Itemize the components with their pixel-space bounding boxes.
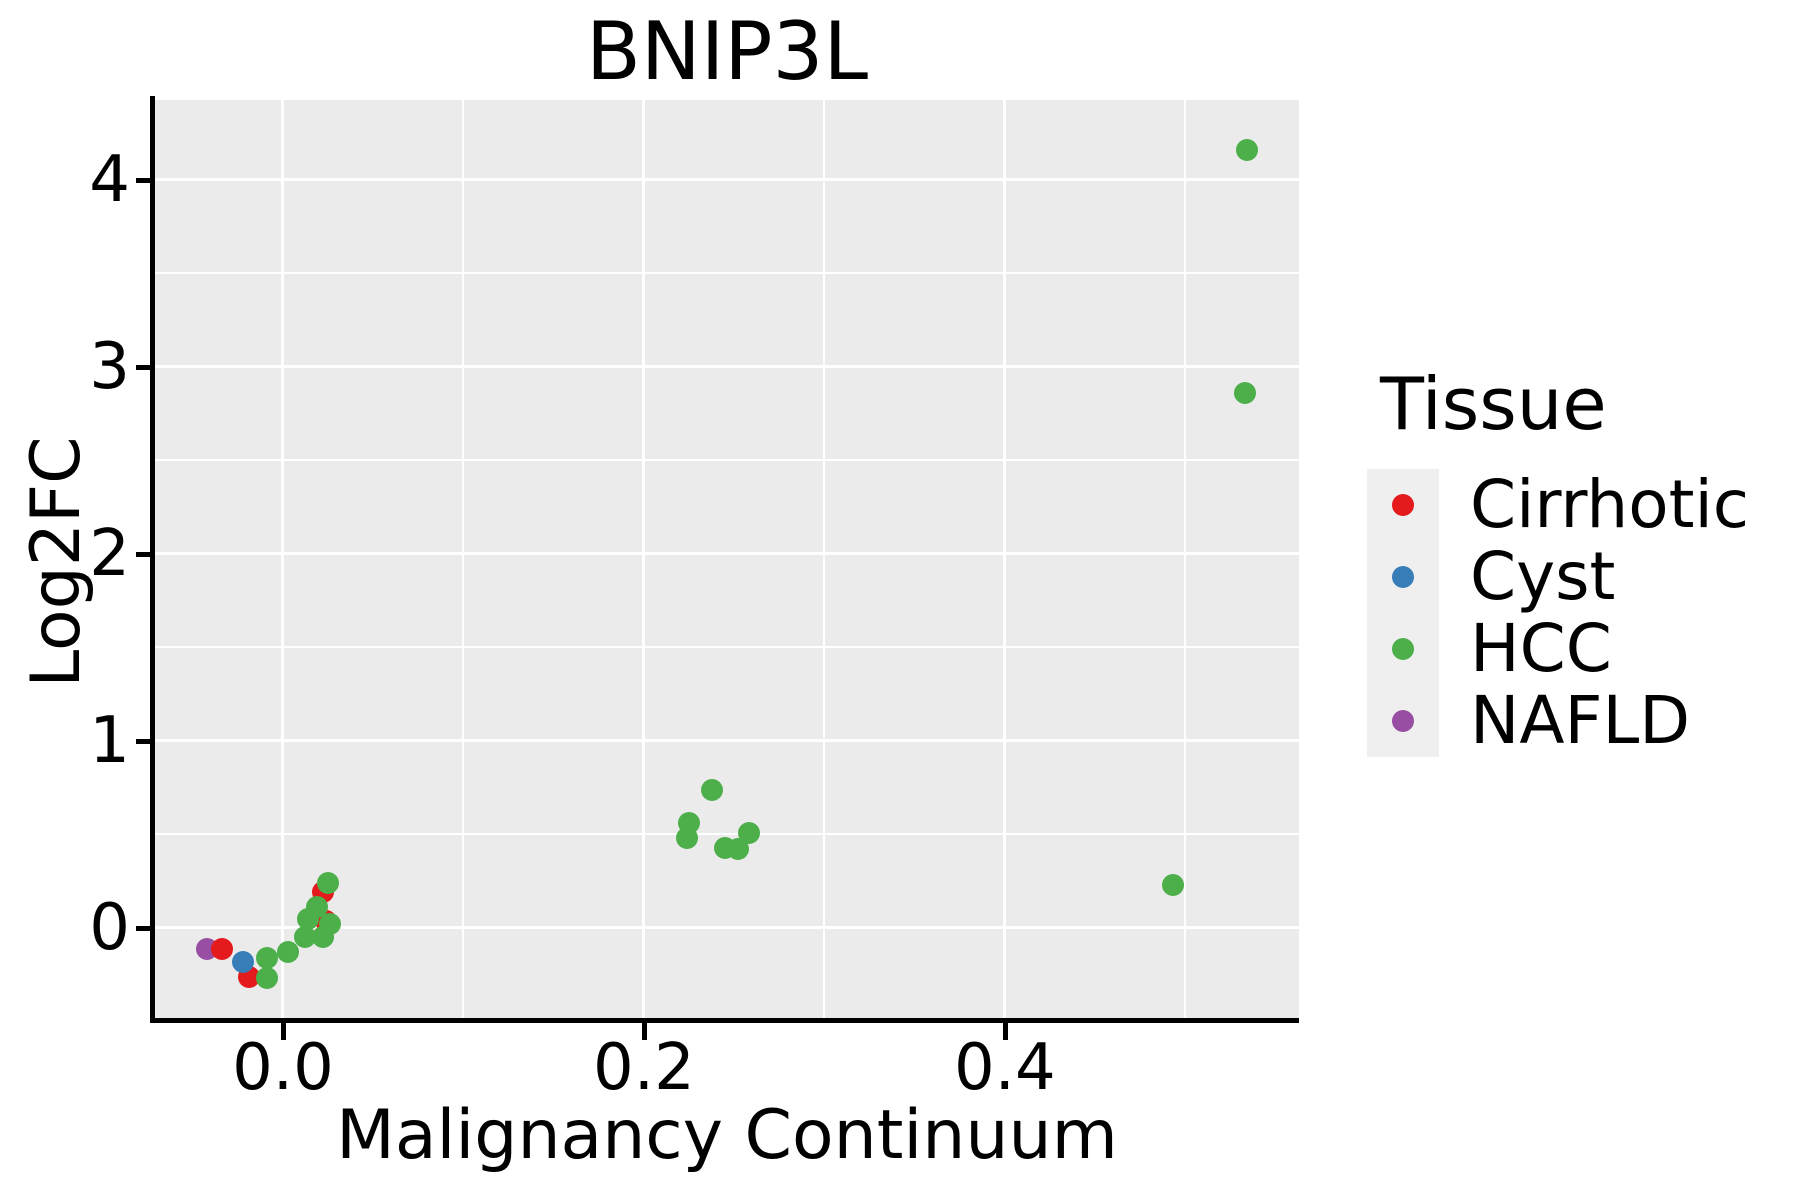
y-tick-mark [136,738,153,744]
y-tick-label: 4 [89,142,130,217]
minor-gridline-y [155,646,1299,649]
x-axis-title: Malignancy Continuum [336,1096,1118,1175]
data-point-hcc [306,896,329,919]
legend-swatch-nafld-icon [1392,710,1414,732]
legend-label-hcc: HCC [1470,610,1612,687]
major-gridline-x [642,100,646,1020]
data-point-hcc [255,946,278,969]
legend-label-nafld: NAFLD [1470,682,1691,759]
legend-key-cirrhotic [1367,469,1439,541]
data-point-hcc [293,926,316,949]
x-tick-mark [641,1023,647,1040]
data-point-hcc [318,913,341,936]
minor-gridline-y [155,459,1299,462]
legend-swatch-cyst-icon [1392,566,1414,588]
y-tick-mark [136,551,153,557]
data-point-hcc [1235,138,1258,161]
legend-key-nafld [1367,685,1439,757]
chart-title: BNIP3L [585,5,869,98]
minor-gridline-x [462,100,465,1020]
major-gridline-x [1003,100,1007,1020]
data-point-hcc [255,967,278,990]
y-tick-label: 2 [89,516,130,591]
minor-gridline-x [823,100,826,1020]
legend-swatch-hcc-icon [1392,638,1414,660]
x-tick-label: 0.0 [232,1031,334,1105]
legend-key-hcc [1367,613,1439,685]
data-point-hcc [701,778,724,801]
data-point-hcc [277,941,300,964]
data-point-cyst [232,950,255,973]
y-tick-mark [136,364,153,370]
x-tick-mark [280,1023,286,1040]
major-gridline-y [155,365,1299,369]
y-axis-title: Log2FC [17,436,96,688]
y-tick-label: 3 [89,329,130,404]
major-gridline-x [281,100,285,1020]
x-tick-mark [1002,1023,1008,1040]
major-gridline-y [155,178,1299,182]
legend-swatch-cirrhotic-icon [1392,494,1414,516]
data-point-hcc [737,821,760,844]
y-tick-mark [136,925,153,931]
x-axis-line [150,1018,1299,1023]
legend-label-cyst: Cyst [1470,538,1616,615]
x-tick-label: 0.4 [953,1031,1056,1105]
y-tick-label: 0 [89,890,130,965]
y-tick-label: 1 [89,703,130,778]
data-point-hcc [678,812,700,835]
minor-gridline-x [1184,100,1187,1020]
data-point-hcc [317,872,340,895]
major-gridline-y [155,926,1299,930]
minor-gridline-y [155,833,1299,836]
plot-panel [155,100,1299,1020]
y-axis-line [150,96,155,1023]
data-point-hcc [726,838,749,861]
minor-gridline-y [155,272,1299,275]
major-gridline-y [155,739,1299,743]
data-point-hcc [1161,873,1184,896]
major-gridline-y [155,552,1299,556]
legend-key-cyst [1367,541,1439,613]
y-tick-mark [136,177,153,183]
data-point-hcc [1233,382,1256,405]
data-point-cirrhotic [210,937,233,960]
x-tick-label: 0.2 [593,1031,695,1105]
legend-title: Tissue [1380,362,1607,446]
legend-label-cirrhotic: Cirrhotic [1470,466,1750,543]
